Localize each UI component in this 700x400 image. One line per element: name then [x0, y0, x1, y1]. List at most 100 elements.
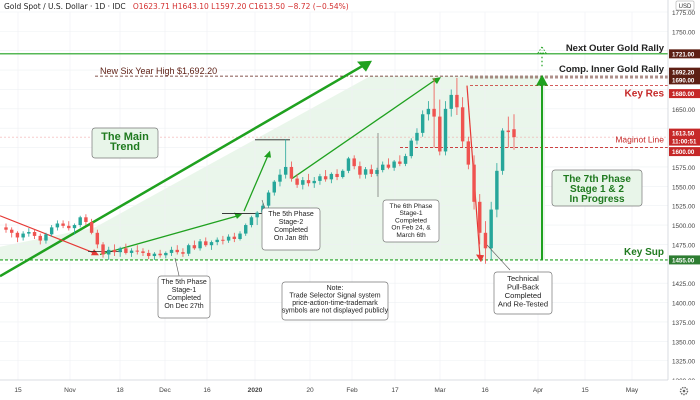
candle-body — [61, 223, 65, 226]
price-tag-label: 1721.00 — [672, 51, 695, 58]
phase5b-line — [243, 155, 269, 212]
candle-body — [141, 251, 145, 253]
candle — [107, 246, 111, 260]
price-tick-label: 1550.00 — [672, 184, 696, 191]
candle-body — [84, 217, 88, 222]
key-res-label: Key Res — [625, 89, 665, 100]
candle — [495, 163, 499, 218]
comp-inner-label: Comp. Inner Gold Rally — [559, 64, 665, 75]
candle-body — [38, 235, 42, 241]
candle-body — [21, 233, 25, 238]
candle-body — [95, 232, 100, 245]
price-tick-label: 1775.00 — [672, 10, 696, 17]
candle-body — [295, 178, 299, 185]
candle — [506, 116, 511, 148]
candle-body — [232, 236, 237, 239]
candle — [101, 242, 105, 258]
candle — [44, 232, 48, 244]
candle-body — [432, 108, 436, 117]
candle — [301, 177, 305, 190]
candle-body — [272, 181, 276, 193]
candle — [472, 155, 476, 210]
candle-body — [164, 252, 168, 256]
candle-body — [460, 107, 465, 142]
candle-body — [398, 161, 402, 164]
candle-body — [175, 249, 179, 253]
candle — [238, 231, 242, 241]
price-tick-label: 1525.00 — [672, 204, 696, 211]
candle — [358, 161, 362, 179]
candle — [209, 240, 214, 250]
price-tag-bg — [669, 75, 700, 85]
candle — [95, 229, 100, 249]
candle — [295, 173, 299, 188]
candle — [152, 252, 157, 260]
candle-body — [329, 173, 334, 180]
candle-body — [415, 132, 419, 141]
price-tag-bg — [669, 128, 700, 138]
phase5-arrowhead — [234, 212, 242, 219]
gear-icon-hub — [682, 389, 686, 393]
phase5b-label: The 5th Phase Stage-2 Completed On Jan 8th — [268, 211, 314, 242]
candle-body — [44, 234, 48, 241]
price-tag-label: 1455.00 — [672, 257, 695, 264]
candle — [455, 77, 459, 116]
candle-body — [443, 108, 448, 152]
candle — [266, 190, 271, 210]
price-tag-label: 1690.00 — [672, 77, 695, 84]
candle-body — [301, 180, 305, 185]
pullback-label: Technical Pull-Back Completed And Re-Tested — [498, 274, 548, 309]
candle-body — [403, 156, 408, 164]
candle — [27, 228, 31, 237]
phase7-box — [551, 169, 643, 207]
price-tick-label: 1750.00 — [672, 29, 696, 36]
candle-body — [312, 180, 316, 184]
time-tick-label: 15 — [581, 387, 589, 394]
candle — [67, 221, 71, 231]
phase5b-box — [261, 207, 321, 251]
time-tick-label: Dec — [159, 387, 171, 394]
candle — [403, 153, 408, 167]
time-axis-bg — [0, 380, 700, 400]
price-tick-label: 1350.00 — [672, 339, 696, 346]
candle — [289, 161, 294, 182]
candle — [169, 246, 174, 257]
candle — [346, 156, 351, 174]
crash-arrowhead — [476, 254, 484, 263]
candle — [198, 238, 202, 251]
candle-body — [107, 249, 111, 255]
candle-body — [158, 253, 162, 256]
phase6-label: The 6th Phase Stage-1 Completed On Feb 24, … — [390, 203, 433, 239]
candle-body — [249, 217, 254, 226]
time-tick-label: Nov — [64, 387, 76, 394]
callout-connector — [486, 244, 511, 271]
candle-body — [386, 164, 391, 168]
candle — [255, 211, 259, 226]
maginot-label: Maginot Line — [615, 135, 664, 145]
gear-icon[interactable] — [679, 386, 689, 396]
candle — [381, 161, 385, 173]
price-tag-label: 1680.00 — [672, 91, 695, 98]
currency-tag — [675, 0, 695, 11]
price-tag-label: 1600.00 — [672, 149, 695, 156]
candle-body — [420, 114, 425, 133]
price-tick-label: 1325.00 — [672, 359, 696, 366]
candle-body — [306, 180, 311, 184]
candle — [392, 159, 396, 171]
candle — [15, 231, 20, 243]
price-axis-bg — [668, 0, 700, 400]
candle-body — [146, 252, 151, 257]
candle — [306, 173, 311, 187]
candle — [72, 223, 77, 235]
candle — [398, 155, 402, 167]
candle — [164, 251, 168, 259]
candle-body — [55, 223, 60, 228]
candle — [181, 248, 185, 257]
candle-body — [129, 250, 134, 253]
candle-body — [89, 221, 94, 233]
time-tick-label: May — [626, 387, 639, 394]
price-tag-label: 1692.20 — [672, 70, 695, 77]
candle — [283, 139, 288, 179]
main-trend-box — [91, 127, 159, 159]
